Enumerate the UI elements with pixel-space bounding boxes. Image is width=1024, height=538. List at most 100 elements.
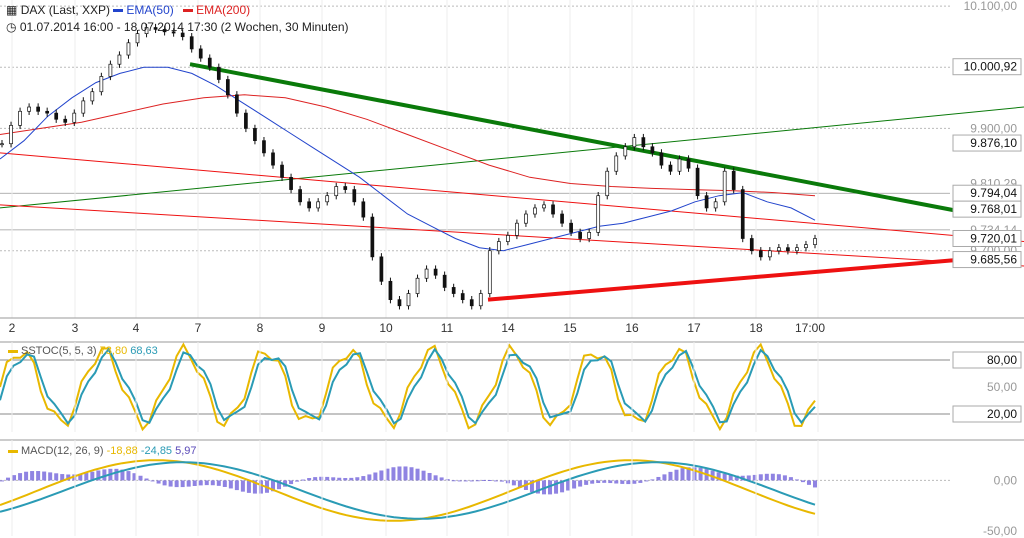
macd-histogram-bar (415, 468, 420, 481)
macd-histogram-bar (162, 480, 167, 486)
macd-histogram-bar (258, 480, 263, 494)
macd-histogram-bar (18, 473, 23, 481)
macd-histogram-bar (192, 480, 197, 486)
macd-y-tick: 0,00 (994, 473, 1018, 487)
macd-histogram-bar (746, 475, 751, 481)
price-candle-body (605, 170, 610, 197)
y-tick-label: 9.876,10 (970, 136, 1017, 150)
macd-histogram-bar (788, 477, 793, 481)
macd-histogram-bar (42, 471, 47, 481)
price-candle-body (216, 66, 221, 80)
x-tick-label: 11 (441, 321, 454, 335)
macd-histogram-bar (782, 475, 787, 481)
price-candle-body (171, 31, 176, 34)
price-candle-body (758, 250, 763, 258)
macd-histogram-bar (186, 480, 191, 487)
price-candle-body (542, 204, 546, 209)
price-panel: 10.100,0010.000,929.900,009.876,109.810,… (0, 0, 1024, 335)
macd-histogram-bar (722, 473, 727, 481)
ema50-legend: EMA(50) (126, 3, 174, 17)
price-candle-body (144, 27, 149, 34)
period-text: 01.07.2014 16:00 - 18.07.2014 17:30 (2 W… (19, 20, 349, 34)
macd-histogram-bar (12, 475, 17, 481)
macd-histogram-bar (758, 474, 763, 481)
macd-histogram-bar (90, 471, 95, 481)
macd-histogram-bar (560, 480, 565, 493)
price-candle-body (668, 164, 673, 172)
macd-histogram-bar (656, 476, 661, 481)
price-candle-body (289, 176, 293, 190)
trendline-red-thin-upper (0, 152, 1024, 243)
macd-histogram-bar (114, 468, 119, 481)
price-candle-body (813, 238, 817, 245)
price-candle-body (686, 158, 691, 169)
stoch-legend: SSTOC(5, 5, 3) 73,80 68,63 (8, 345, 158, 357)
macd-histogram-bar (373, 472, 378, 481)
macd-histogram-bar (66, 474, 71, 481)
macd-histogram-bar (469, 480, 474, 482)
stoch-label-box (952, 351, 1022, 369)
price-candle-body (496, 241, 501, 252)
macd-histogram-bar (180, 480, 185, 488)
price-candle-body (433, 268, 438, 276)
stoch-k-line (0, 342, 816, 432)
macd-histogram-bar (295, 480, 300, 482)
macd-histogram-bar (126, 471, 131, 481)
macd-histogram-bar (102, 469, 107, 481)
macd-histogram-bar (156, 480, 161, 484)
macd-histogram-bar (674, 469, 679, 481)
macd-histogram-bar (271, 480, 275, 492)
price-candle-body (713, 201, 718, 209)
stoch-label-box (952, 405, 1022, 423)
stoch-y-tick: 20,00 (987, 407, 1017, 421)
price-candle-body (388, 280, 393, 301)
macd-histogram-bar (668, 471, 673, 481)
price-candle-body (36, 106, 40, 112)
macd-histogram-bar (427, 472, 432, 481)
macd-histogram-bar (222, 480, 227, 487)
chart-type-icon[interactable]: ▦ (6, 3, 18, 17)
x-tick-label: 18 (749, 321, 763, 335)
trendline-green-thin (0, 106, 1024, 209)
macd-hist-value: 5,97 (175, 445, 197, 457)
macd-histogram-bar (150, 480, 155, 482)
price-candle-body (343, 186, 348, 190)
macd-histogram-bar (554, 480, 559, 494)
price-candle-body (63, 118, 68, 123)
y-tick-label: 9.900,00 (970, 121, 1017, 135)
trendline-red-thick (487, 257, 959, 302)
macd-histogram-bar (216, 480, 221, 486)
stoch-swatch (8, 349, 18, 353)
price-candle-body (361, 201, 366, 218)
clock-icon: ◷ (6, 20, 17, 34)
trendline-green-thick (189, 62, 959, 213)
price-candle-body (27, 106, 31, 112)
stoch-k-value: 73,80 (99, 345, 128, 357)
price-candle-body (424, 268, 429, 279)
stoch-d-value: 68,63 (130, 345, 158, 357)
price-candle-body (533, 207, 537, 215)
price-candle-body (153, 27, 158, 30)
price-candle-body (722, 170, 727, 203)
price-candle-body (379, 256, 384, 282)
price-candle-body (72, 112, 77, 123)
price-candle-body (0, 143, 4, 146)
macd-histogram-bar (626, 480, 631, 485)
price-candle-body (180, 32, 185, 38)
price-candle-body (334, 186, 339, 197)
macd-histogram-bar (60, 474, 65, 481)
macd-histogram-bar (289, 480, 294, 485)
period-line: ◷ 01.07.2014 16:00 - 18.07.2014 17:30 (2… (6, 20, 349, 34)
price-candle-body (451, 287, 456, 294)
price-candle-body (370, 216, 375, 258)
macd-histogram-bar (24, 471, 29, 481)
macd-histogram-bar (409, 467, 414, 481)
macd-histogram-bar (198, 480, 203, 486)
price-candle-body (695, 167, 700, 197)
macd-histogram-bar (210, 480, 215, 486)
macd-histogram-bar (770, 473, 775, 481)
price-candle-body (515, 222, 519, 236)
macd-histogram-bar (481, 479, 486, 481)
price-candle-body (524, 213, 528, 224)
